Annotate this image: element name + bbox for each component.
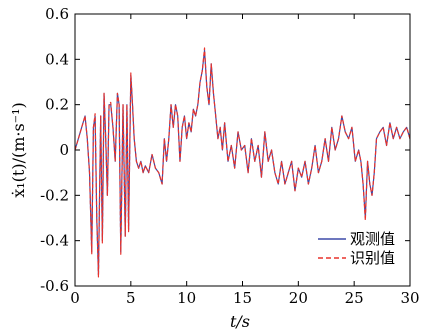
y-tick-label: 0 <box>59 141 69 159</box>
y-tick-label: 0.4 <box>45 50 69 68</box>
plot-frame <box>74 13 411 287</box>
x-axis-title: t/s <box>230 312 250 331</box>
x-tick-label: 20 <box>289 289 308 307</box>
x-tick-label: 10 <box>177 289 196 307</box>
y-tick-label: 0.6 <box>45 5 69 23</box>
legend: 观测值 识别值 <box>318 230 395 267</box>
y-tick-label: -0.4 <box>40 232 69 250</box>
legend-label-observed: 观测值 <box>350 230 395 248</box>
series-layer <box>74 47 411 278</box>
x-tick-label: 30 <box>400 289 419 307</box>
series-line-identified <box>74 47 411 278</box>
y-tick-label: -0.2 <box>40 186 69 204</box>
x-tick-label: 5 <box>126 289 136 307</box>
x-tick-label: 25 <box>345 289 364 307</box>
y-tick-label: -0.6 <box>40 277 69 295</box>
x-tick-label: 0 <box>70 289 80 307</box>
y-axis-title: ẋ₁(t)/(m·s⁻¹) <box>9 102 28 198</box>
y-tick-label: 0.2 <box>45 96 69 114</box>
x-axis-ticks: 0 5 10 15 20 25 30 <box>70 14 420 307</box>
y-axis-ticks: 0.6 0.4 0.2 0 -0.2 -0.4 -0.6 <box>40 5 410 295</box>
x-tick-label: 15 <box>233 289 252 307</box>
legend-label-identified: 识别值 <box>350 249 395 267</box>
